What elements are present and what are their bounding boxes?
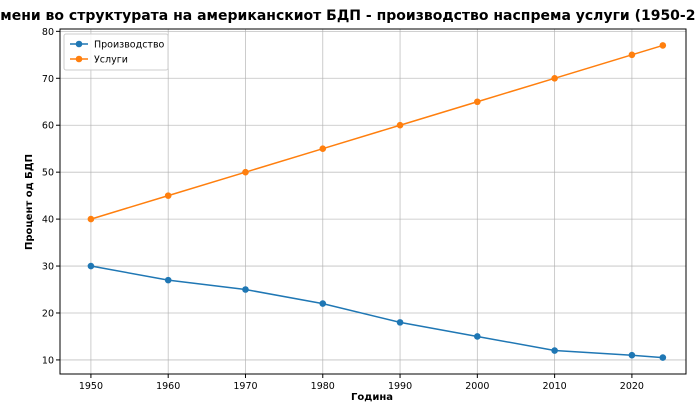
series-line-1: [90, 44, 664, 220]
data-point-0: [474, 333, 481, 340]
x-tick-label: 1960: [156, 381, 180, 392]
legend-marker: [75, 40, 83, 48]
y-tick-label: 60: [42, 121, 54, 132]
y-tick-label: 50: [42, 168, 54, 179]
data-point-0: [242, 286, 249, 293]
data-point-1: [319, 145, 327, 152]
y-tick-label: 20: [42, 308, 54, 319]
data-point-1: [396, 121, 404, 129]
data-point-1: [628, 51, 636, 59]
x-tick-label: 2000: [465, 381, 489, 392]
data-point-1: [164, 192, 172, 199]
y-tick-label: 30: [42, 262, 54, 273]
legend-box: [63, 33, 169, 71]
data-point-0: [628, 351, 636, 359]
y-tick-label: 10: [42, 355, 54, 366]
y-tick-label: 70: [42, 74, 54, 85]
x-tick-label: 1970: [233, 381, 257, 392]
data-point-1: [87, 215, 95, 223]
data-point-1: [551, 74, 558, 82]
data-point-0: [551, 347, 558, 354]
data-point-1: [474, 98, 481, 106]
data-point-0: [319, 300, 327, 307]
data-point-0: [396, 319, 404, 326]
data-point-1: [242, 168, 249, 176]
x-tick-label: 2020: [620, 381, 644, 392]
x-axis-label: Година: [351, 392, 393, 403]
x-tick-label: 1980: [311, 381, 335, 392]
grid-lines: [60, 29, 686, 374]
legend: Производство Услуги: [63, 33, 169, 71]
x-tick-label: 1950: [79, 381, 103, 392]
series-layer: [87, 42, 667, 361]
x-tick-label: 1990: [388, 381, 412, 392]
data-point-1: [659, 42, 667, 49]
legend-label: Производство: [94, 40, 165, 51]
x-tick-label: 2010: [543, 381, 567, 392]
series-line-0: [90, 265, 663, 359]
y-axis-label: Процент од БДП: [24, 154, 35, 250]
chart-title: Промени во структурата на американскиот …: [0, 8, 696, 24]
data-point-0: [164, 276, 172, 284]
data-point-0: [659, 354, 667, 361]
plot-frame: [59, 28, 687, 375]
legend-marker: [75, 55, 83, 63]
data-point-0: [87, 262, 95, 270]
y-tick-label: 40: [42, 215, 54, 226]
y-tick-label: 80: [42, 27, 54, 38]
legend-label: Услуги: [94, 55, 128, 66]
axes: 1950 1960 1970 1980 1990 2000 2010 2020 10 20 30 40…: [42, 27, 687, 392]
